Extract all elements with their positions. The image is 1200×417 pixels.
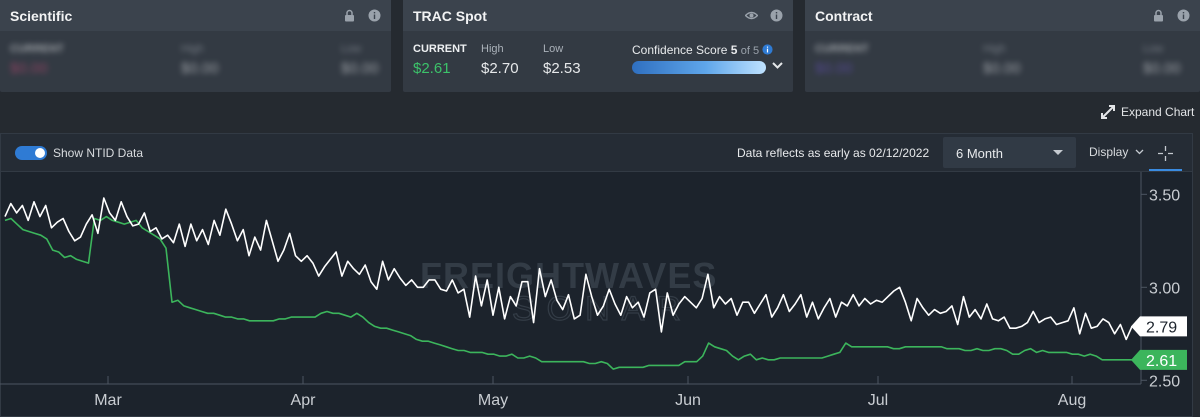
high-metric: High $2.70 [481,43,519,77]
current-metric: CURRENT $0.00 [10,43,64,77]
lock-icon[interactable] [1152,9,1165,22]
current-value: $2.61 [413,60,451,77]
current-value: $0.00 [10,60,48,77]
current-value: $0.00 [815,60,853,77]
confidence-of: of 5 [740,45,760,57]
x-tick-label: Jul [868,392,888,409]
info-icon[interactable] [770,9,783,22]
low-value: $0.00 [1143,60,1181,77]
confidence-score: Confidence Score 5 of 5 [632,43,774,57]
trac-spot-card: TRAC Spot CURRENT $2.61 High $2.70 Low $… [403,0,793,92]
expand-chart-label: Expand Chart [1121,105,1195,119]
high-value: $0.00 [983,60,1021,77]
low-value: $0.00 [341,60,379,77]
white-last-value-text: 2.79 [1146,319,1177,336]
x-tick-label: Jun [675,392,701,409]
scientific-card: Scientific CURRENT $0.00 High $0.00 Low … [0,0,391,92]
chevron-down-icon[interactable] [771,59,784,72]
card-header: TRAC Spot [403,0,793,31]
crosshair-icon [1158,146,1173,161]
watermark: FREIGHTWAVES SONAR [420,255,717,329]
expand-icon [1101,105,1115,119]
current-metric: CURRENT $2.61 [413,43,467,77]
ntid-toggle-label: Show NTID Data [53,146,144,160]
x-tick-label: Mar [94,392,122,409]
card-header: Contract [805,0,1200,31]
high-label: High [481,43,504,55]
info-icon[interactable] [762,44,774,55]
x-tick-label: Aug [1058,392,1086,409]
green-last-value-label: 2.61 [1131,349,1187,370]
low-metric: Low $0.00 [341,43,379,77]
high-metric: High $0.00 [181,43,219,77]
confidence-bar [632,61,766,74]
y-tick-label: 2.50 [1149,373,1180,390]
low-metric: Low $2.53 [543,43,581,77]
low-label: Low [543,43,564,55]
green-last-value-text: 2.61 [1146,353,1177,370]
white-last-value-label: 2.79 [1131,316,1187,337]
confidence-label: Confidence Score [632,43,728,57]
y-tick-label: 3.50 [1149,187,1180,204]
current-metric: CURRENT $0.00 [815,43,869,77]
lock-icon[interactable] [343,9,356,22]
white-series-line [4,197,1133,341]
card-title: Contract [815,7,873,24]
low-label: Low [1143,43,1164,55]
high-value: $0.00 [181,60,219,77]
y-tick-label: 3.00 [1149,280,1180,297]
line-chart[interactable]: FREIGHTWAVES SONAR 3.50 3.00 2.50 Mar Apr Ma… [0,172,1193,417]
low-value: $2.53 [543,60,581,77]
green-last-value-tag [1131,349,1187,370]
current-label: CURRENT [413,43,467,55]
white-last-value-tag [1131,316,1187,337]
data-note: Data reflects as early as 02/12/2022 [737,146,930,160]
high-label: High [181,43,204,55]
watermark-line2: SONAR [512,290,693,328]
info-icon[interactable] [1177,9,1190,22]
display-label: Display [1089,145,1129,159]
watermark-line1: FREIGHTWAVES [420,255,717,296]
crosshair-button[interactable] [1149,138,1182,171]
current-label: CURRENT [10,43,64,55]
chart-toolbar: Show NTID Data Data reflects as early as… [1,134,1192,172]
card-title: TRAC Spot [413,7,487,24]
low-metric: Low $0.00 [1143,43,1181,77]
current-label: CURRENT [815,43,869,55]
expand-chart-button[interactable]: Expand Chart [1100,104,1194,120]
eye-icon[interactable] [745,9,758,22]
x-tick-label: May [478,392,508,409]
high-value: $2.70 [481,60,519,77]
range-select-value: 6 Month [956,146,1003,161]
chevron-down-icon [1135,149,1144,155]
high-label: High [983,43,1006,55]
display-menu[interactable]: Display [1089,145,1144,159]
range-select[interactable]: 6 Month [943,137,1076,168]
confidence-value: 5 [730,43,738,57]
info-icon[interactable] [368,9,381,22]
ntid-toggle[interactable] [15,146,47,160]
green-series-line [4,215,1132,370]
chart-panel: Show NTID Data Data reflects as early as… [0,133,1193,417]
high-metric: High $0.00 [983,43,1021,77]
card-title: Scientific [10,7,73,24]
low-label: Low [341,43,362,55]
contract-card: Contract CURRENT $0.00 High $0.00 Low $0… [805,0,1200,92]
dropdown-caret-icon [1053,150,1063,155]
card-header: Scientific [0,0,391,31]
x-tick-label: Apr [291,392,317,409]
